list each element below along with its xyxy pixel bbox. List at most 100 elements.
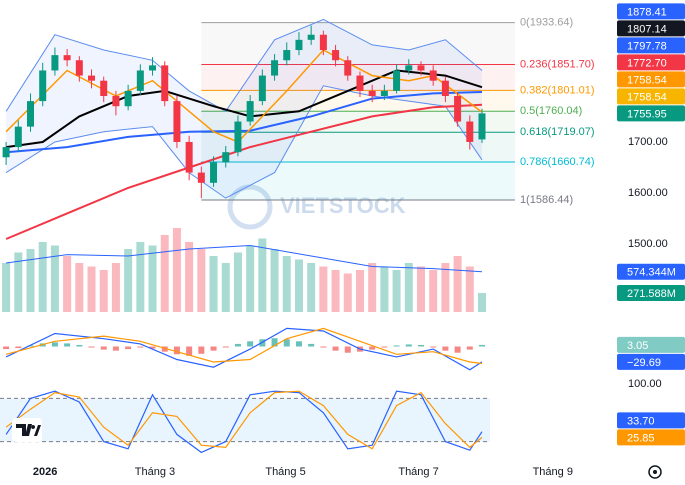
stoch-line: [5, 390, 483, 454]
bollinger-fill: [6, 19, 482, 199]
volume-bar: [258, 238, 267, 312]
macd-histogram: [51, 342, 58, 347]
candle-body: [51, 55, 59, 71]
macd-histogram: [344, 346, 351, 353]
volume-bar: [221, 263, 230, 312]
watermark-logo: [227, 184, 273, 230]
moving-average: [5, 49, 483, 143]
volume-bar: [416, 266, 425, 312]
price-tag: [617, 336, 685, 353]
macd-histogram: [161, 346, 168, 352]
gear-center[interactable]: [653, 470, 657, 474]
watermark: VIETSTOCK: [280, 193, 406, 218]
candle-body: [441, 80, 449, 96]
volume-ma: [6, 244, 483, 273]
macd-histogram: [15, 346, 22, 349]
macd-histogram: [295, 341, 302, 347]
tradingview-logo: [12, 418, 42, 442]
price-tag: [617, 105, 685, 122]
volume-bar: [465, 266, 474, 312]
macd-histogram: [405, 344, 412, 347]
volume-bar: [441, 263, 450, 312]
volume-bar: [307, 263, 316, 312]
volume-bar: [343, 273, 352, 312]
volume-bar: [368, 263, 377, 312]
candle-body: [454, 96, 462, 122]
volume-bar: [14, 252, 23, 312]
settings-icon[interactable]: [648, 465, 662, 479]
macd-histogram: [88, 346, 95, 348]
volume-bar: [185, 242, 194, 312]
fib-label: 1(1586.44): [520, 194, 573, 206]
volume-bar: [111, 263, 120, 312]
volume-bar: [392, 270, 401, 312]
macd-histogram: [283, 339, 290, 347]
fib-label: 0.5(1760.04): [520, 105, 582, 117]
x-tick-label: Tháng 3: [135, 466, 175, 478]
macd-histogram: [466, 346, 473, 350]
macd-histogram: [222, 346, 229, 348]
fib-label: 0.236(1851.70): [520, 58, 595, 70]
candle-body: [344, 60, 352, 76]
candle-body: [75, 60, 83, 76]
price-tag-label: 3.05: [627, 340, 648, 352]
candle-body: [368, 90, 376, 96]
fib-label: 0(1933.64): [520, 17, 573, 29]
macd-histogram: [442, 346, 449, 351]
price-tag: [617, 3, 685, 20]
price-tag: [617, 54, 685, 71]
volume-bar: [99, 270, 108, 312]
price-tag-label: 1797.78: [627, 40, 667, 52]
y-tick-label: 100.00: [628, 378, 662, 390]
candle-body: [258, 75, 266, 102]
candle-body: [149, 65, 157, 71]
candle-body: [429, 70, 437, 81]
fib-zone: [201, 22, 515, 65]
macd-histogram: [76, 344, 83, 347]
candle-body: [100, 80, 108, 96]
logo-mark: [16, 424, 41, 436]
axis: 1500.00 1600.00 1700.00 2026 Tháng 3 Tháng 5 T…: [33, 3, 685, 478]
candle-body: [283, 50, 291, 61]
candle-body: [222, 152, 230, 163]
candle-body: [380, 90, 388, 96]
x-tick-label: Tháng 9: [533, 466, 573, 478]
price-tag-label: 1758.54: [627, 74, 667, 86]
candle-body: [307, 34, 315, 40]
price-tag: [617, 37, 685, 54]
macd-histogram: [125, 346, 132, 350]
volume-bar: [197, 249, 206, 312]
gear[interactable]: [648, 465, 662, 479]
candle-body: [136, 70, 144, 91]
volume-bar: [453, 256, 462, 312]
bollinger-lower: [5, 85, 483, 199]
candle-body: [39, 70, 47, 102]
macd-histogram: [454, 346, 461, 353]
candle-body: [14, 126, 22, 148]
price-tag: [617, 284, 685, 301]
volume-bar: [136, 242, 145, 312]
macd-histogram: [320, 346, 327, 348]
macd-histogram: [332, 346, 339, 351]
volume-bar: [75, 263, 84, 312]
price-tag-label: 574.344M: [627, 267, 676, 279]
volume-bar: [355, 270, 364, 312]
macd-histogram: [3, 346, 10, 350]
macd-line: [5, 327, 483, 365]
y-tick-label: 1500.00: [628, 238, 668, 250]
volume-pane: [2, 228, 486, 312]
price-tag: [617, 20, 685, 37]
price-tag-label: 1878.41: [627, 6, 667, 18]
macd-histogram: [247, 341, 254, 347]
candle-body: [2, 147, 10, 158]
macd-histogram: [381, 346, 388, 348]
candle-body: [271, 60, 279, 76]
volume-bar: [246, 245, 255, 312]
volume-bar: [270, 249, 279, 312]
macd-histogram: [369, 346, 376, 350]
macd-histogram: [478, 344, 485, 347]
candle-body: [393, 70, 401, 91]
price-pane: VIETSTOCK 0(1933.64) 0.236(1851.70) 0.382(…: [2, 17, 595, 240]
volume-bar: [63, 256, 72, 312]
